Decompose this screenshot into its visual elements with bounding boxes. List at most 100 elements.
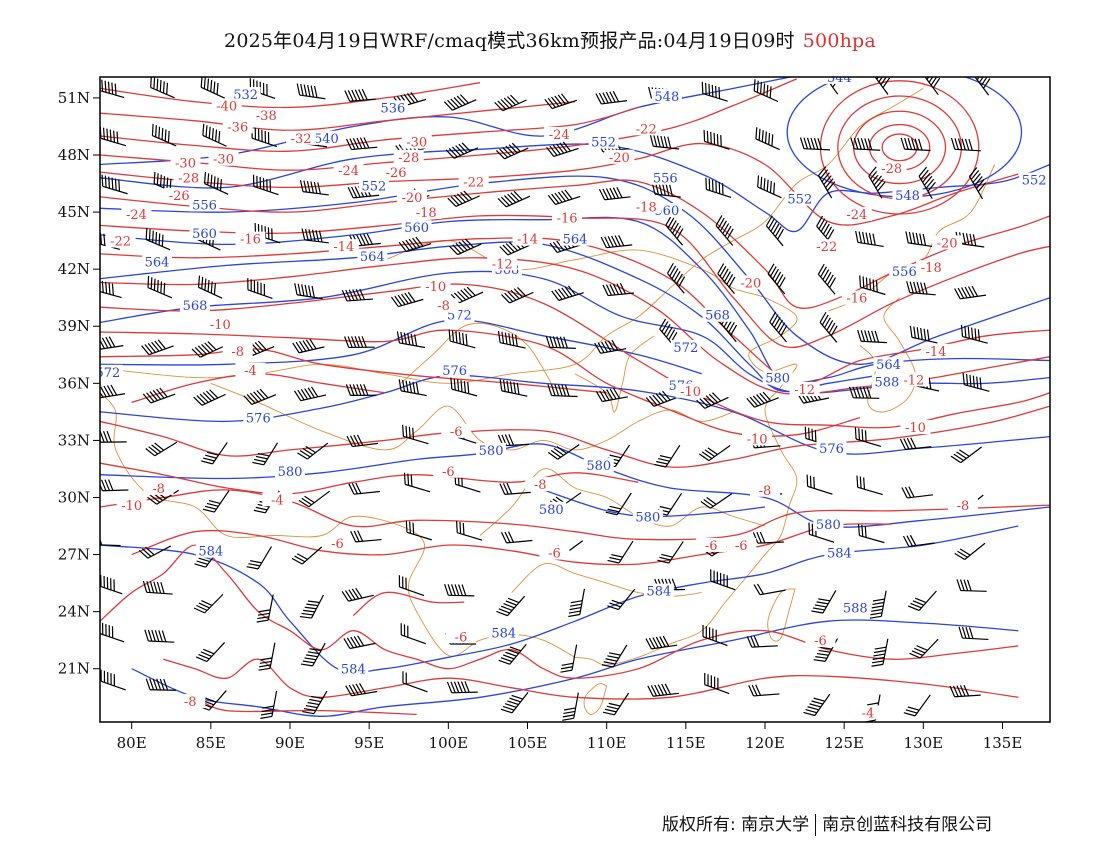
- wind-barb: [803, 693, 831, 717]
- height-contour-label: 568: [705, 309, 730, 324]
- wind-barb: [501, 287, 534, 304]
- wind-barb: [874, 77, 891, 95]
- boundary-line: [583, 683, 608, 715]
- height-label-bg: [816, 440, 847, 455]
- height-contour-label: 564: [360, 250, 385, 265]
- height-contour-label: 536: [381, 101, 406, 116]
- wind-barb: [100, 479, 129, 492]
- wind-barb: [142, 580, 173, 595]
- wind-barb: [601, 644, 628, 668]
- wind-barb: [956, 579, 987, 592]
- height-label-bg: [180, 298, 210, 313]
- wind-barb: [256, 594, 274, 623]
- wind-barb: [817, 263, 836, 295]
- wind-barb: [869, 590, 887, 619]
- wind-barb: [444, 584, 475, 597]
- wind-barb: [918, 166, 936, 199]
- wind-barb: [499, 482, 531, 495]
- temperature-contour-line: [163, 658, 1019, 700]
- height-label-bg: [702, 307, 733, 322]
- wind-barb: [602, 283, 634, 297]
- boundary-line: [574, 335, 655, 413]
- pressure-level-label: 500hpa: [802, 30, 876, 52]
- height-contour-label: 572: [673, 341, 698, 356]
- temperature-contour-label: -26: [386, 166, 407, 181]
- wind-barb: [243, 388, 277, 406]
- height-contour-label: 564: [876, 358, 901, 373]
- wind-barb: [799, 137, 830, 151]
- wind-barb: [701, 81, 728, 102]
- height-contour-label: 580: [586, 459, 611, 474]
- wind-barb: [100, 537, 121, 547]
- lat-tick-label: 24N: [58, 603, 90, 621]
- wind-barb: [968, 167, 987, 200]
- temperature-contour-line: [100, 544, 1019, 679]
- temperature-contour-label: -8: [184, 695, 197, 710]
- wind-barb: [260, 690, 278, 719]
- height-label-bg: [488, 625, 519, 640]
- wind-barb: [654, 444, 681, 468]
- latitude-ticks: 51N 48N 45N 42N 39N 36N 33N 30N 27N 24N 21N: [58, 89, 100, 678]
- temperature-label-bg: [286, 130, 317, 145]
- wind-barb: [902, 534, 935, 548]
- temperature-label-bg: [544, 126, 575, 141]
- wind-barb: [595, 387, 628, 403]
- temperature-label-bg: [487, 256, 518, 271]
- height-contour-label: 568: [183, 299, 208, 314]
- height-contour-label: 580: [278, 465, 303, 480]
- temperature-label-bg: [205, 317, 236, 332]
- wind-barb: [396, 331, 426, 349]
- map-frame-border: [99, 76, 1051, 723]
- wind-barb: [301, 642, 326, 667]
- wind-barb: [252, 442, 279, 466]
- height-contour-label: 560: [404, 221, 429, 236]
- lon-tick-label: 120E: [745, 734, 785, 752]
- temperature-label-bg: [121, 206, 152, 221]
- temperature-contour-line: [131, 523, 892, 566]
- temperature-contour-label: -4: [244, 364, 257, 379]
- temperature-contour-label: -6: [705, 539, 718, 554]
- temperature-label-bg: [552, 210, 583, 225]
- height-contour-label: 584: [491, 626, 516, 641]
- temperature-label-bg: [235, 362, 266, 377]
- temperature-label-bg: [441, 423, 472, 438]
- height-label-bg: [195, 543, 226, 558]
- wind-barb: [496, 595, 526, 617]
- wind-barb: [298, 490, 330, 508]
- temperature-contour-label: -8: [957, 499, 970, 514]
- wind-barb: [292, 338, 325, 354]
- wind-barb: [402, 671, 428, 693]
- height-label-bg: [560, 231, 590, 246]
- wind-barb: [100, 622, 125, 643]
- temperature-contour-label: -16: [846, 292, 867, 307]
- temperature-contour-label: -20: [609, 151, 630, 166]
- height-contour-label: 588: [875, 375, 900, 390]
- temperature-label-bg: [411, 204, 442, 219]
- wind-barb: [607, 588, 636, 611]
- wind-barb: [607, 540, 634, 564]
- wind-barb: [344, 88, 376, 102]
- temperature-contour-line: [100, 179, 1050, 309]
- wind-barb: [819, 311, 838, 343]
- wind-barb: [191, 341, 225, 358]
- height-label-bg: [840, 600, 871, 615]
- height-contour-label: 584: [198, 545, 223, 560]
- temperature-contour-label: -40: [216, 99, 237, 114]
- temperature-contour-label: -38: [256, 109, 277, 124]
- wind-barb: [909, 325, 938, 344]
- temperature-contour-label: -14: [517, 233, 538, 248]
- wind-barb: [960, 324, 988, 344]
- temperature-contour-label: -12: [794, 383, 815, 398]
- temperature-label-bg: [921, 343, 951, 358]
- height-contour-label: 580: [765, 372, 790, 387]
- wind-barb: [403, 472, 431, 493]
- wind-barb: [202, 123, 227, 147]
- wind-barb: [857, 523, 885, 544]
- wind-barb: [645, 390, 679, 407]
- temperature-label-bg: [525, 477, 556, 492]
- temperature-label-bg: [604, 149, 635, 164]
- wind-barb: [605, 492, 632, 516]
- wind-barb: [765, 215, 784, 247]
- temperature-label-bg: [811, 239, 842, 254]
